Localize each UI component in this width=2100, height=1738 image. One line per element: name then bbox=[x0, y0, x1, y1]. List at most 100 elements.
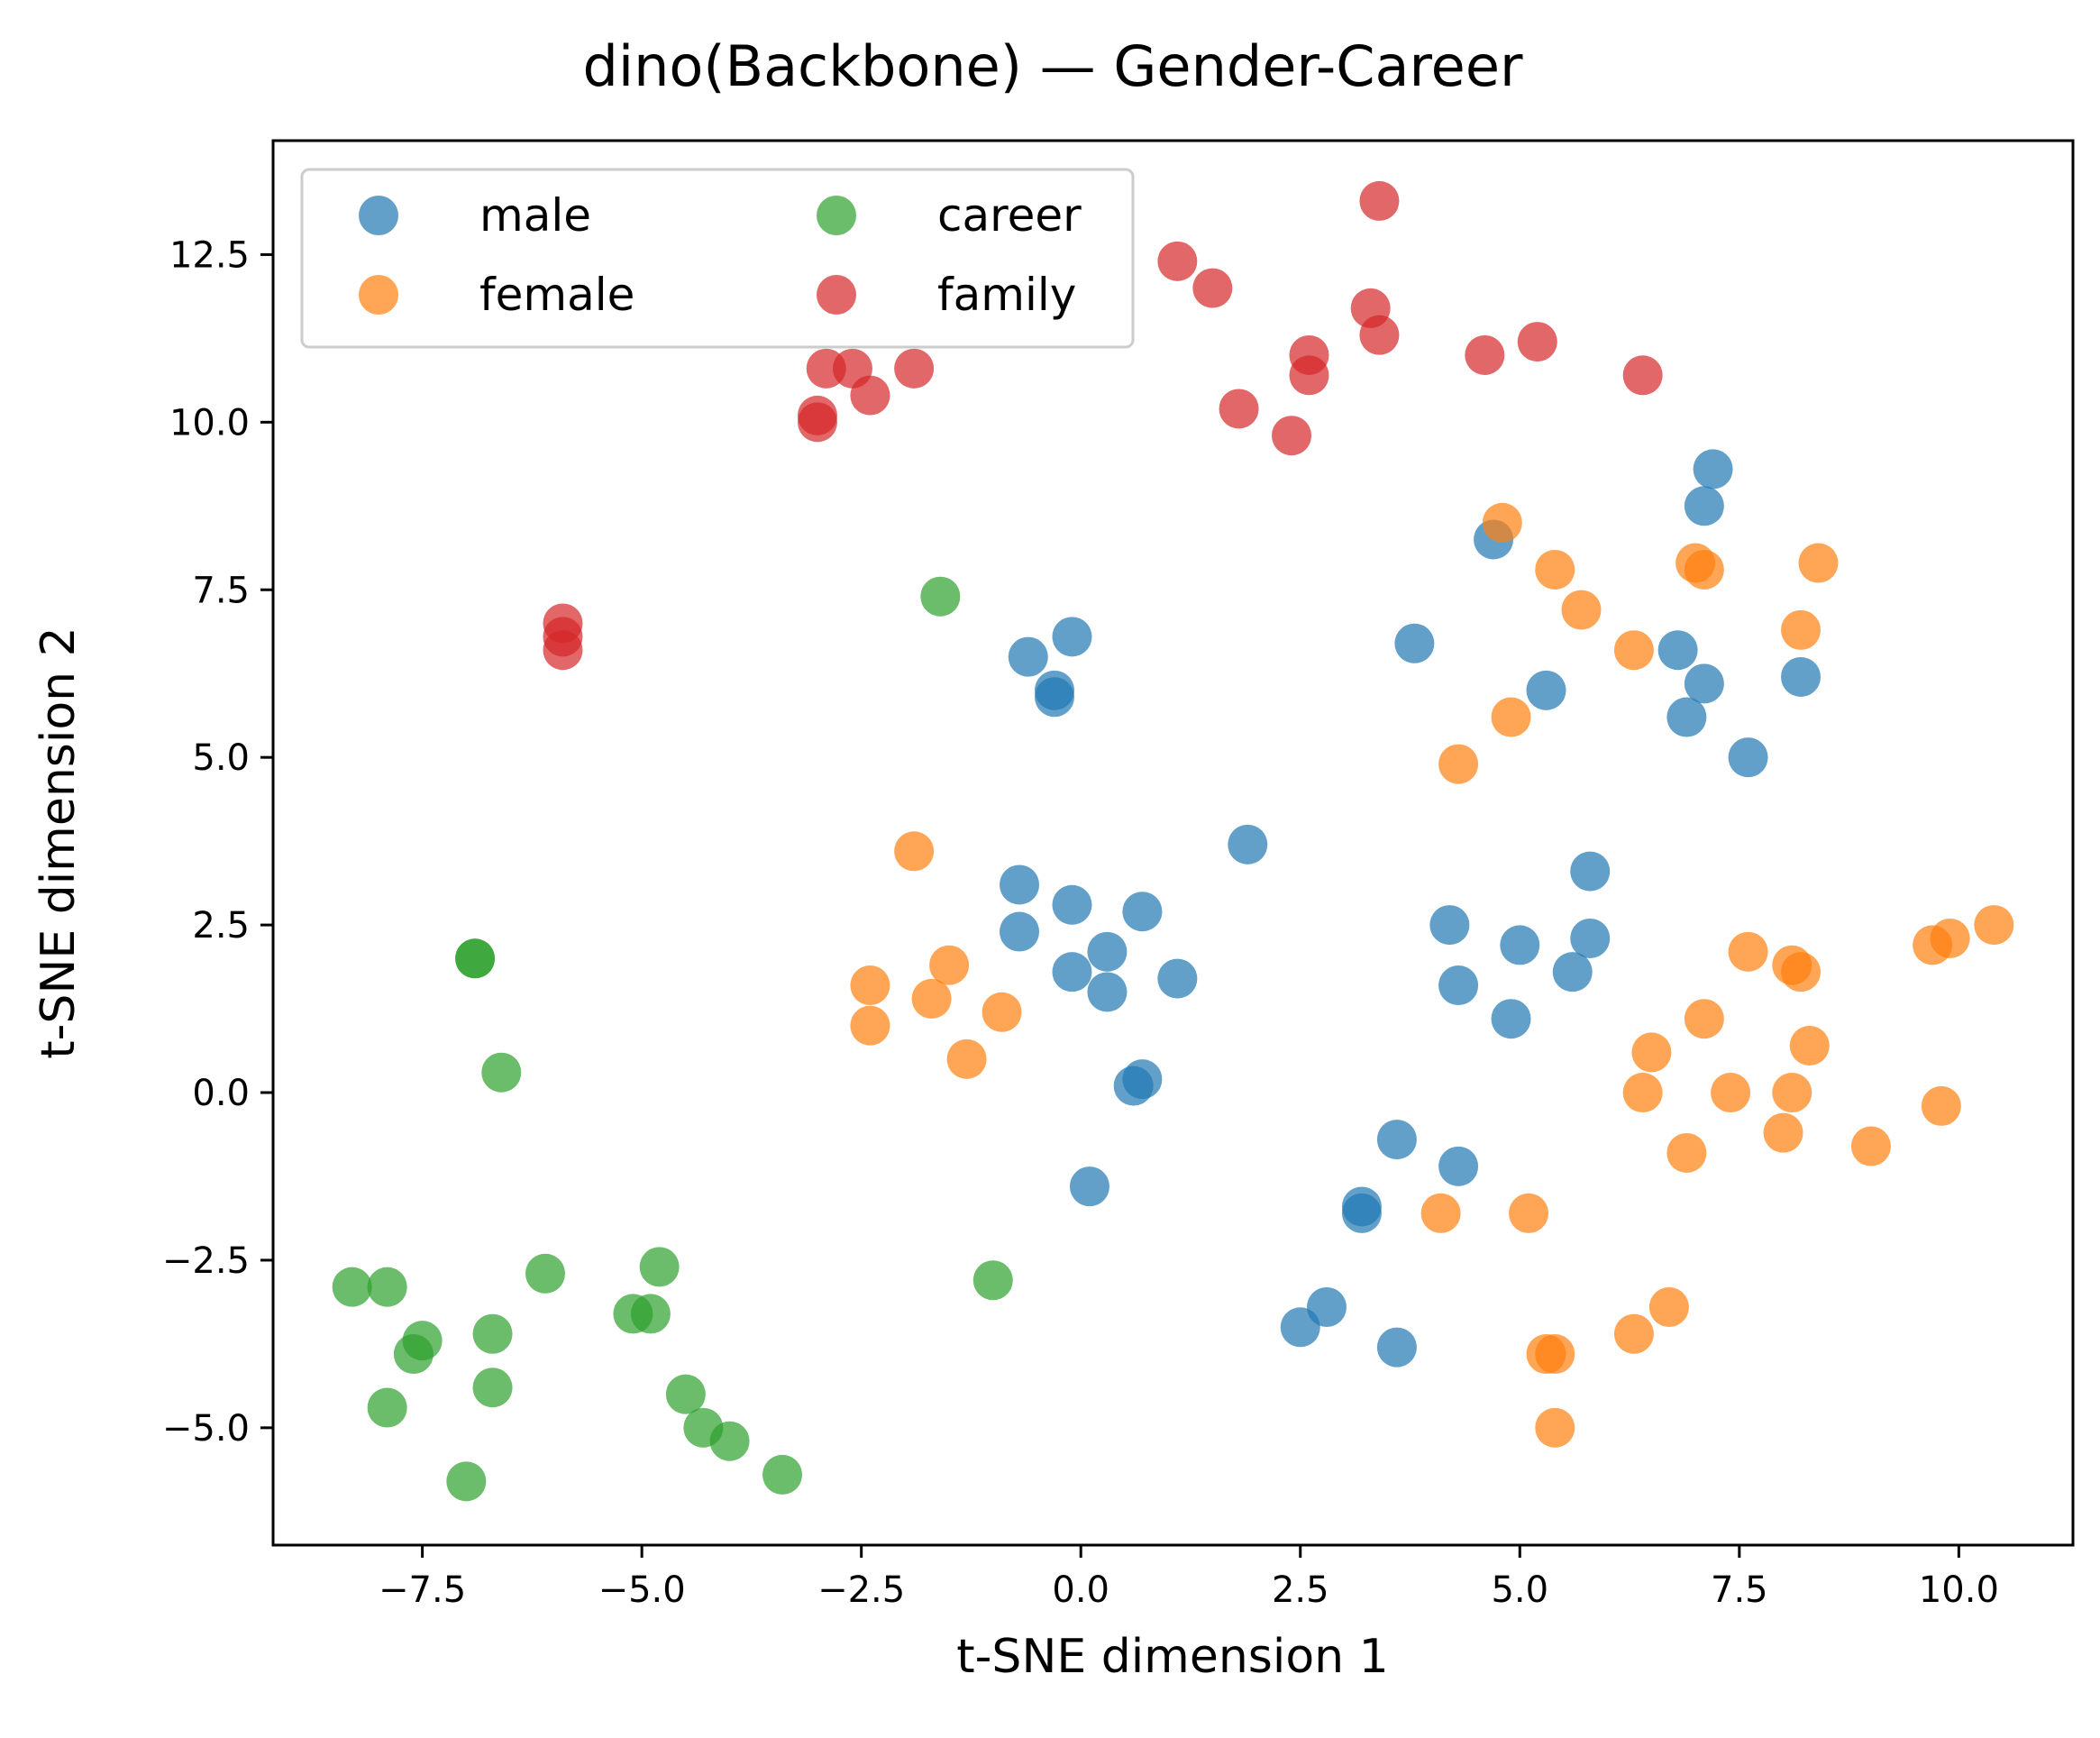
x-tick-label: −2.5 bbox=[817, 1569, 905, 1611]
point-female-16 bbox=[946, 1038, 987, 1079]
point-career-7 bbox=[332, 1267, 372, 1307]
point-male-11 bbox=[1666, 697, 1707, 737]
point-male-25 bbox=[1500, 925, 1540, 965]
point-male-15 bbox=[1570, 851, 1611, 892]
point-male-13 bbox=[1728, 737, 1768, 778]
point-female-34 bbox=[1509, 1193, 1549, 1233]
legend-frame bbox=[300, 168, 1135, 349]
point-male-22 bbox=[1087, 972, 1128, 1012]
x-tick-label: −7.5 bbox=[379, 1569, 466, 1611]
point-male-8 bbox=[1526, 670, 1566, 710]
x-axis-label: t-SNE dimension 1 bbox=[956, 1630, 1388, 1684]
x-tick-label: 0.0 bbox=[1052, 1569, 1109, 1611]
point-male-9 bbox=[1657, 630, 1698, 671]
point-family-4 bbox=[1359, 315, 1400, 355]
plot-frame bbox=[271, 139, 2075, 1547]
point-career-11 bbox=[472, 1313, 513, 1354]
point-female-10 bbox=[894, 831, 935, 872]
point-male-28 bbox=[1438, 965, 1479, 1006]
legend-label-female: female bbox=[479, 269, 635, 321]
point-career-0 bbox=[920, 576, 961, 617]
point-female-6 bbox=[1781, 609, 1822, 650]
point-male-32 bbox=[1069, 1166, 1109, 1207]
point-female-24 bbox=[1631, 1032, 1672, 1073]
point-career-10 bbox=[630, 1294, 671, 1334]
point-male-26 bbox=[1570, 918, 1611, 958]
point-male-3 bbox=[1052, 617, 1092, 657]
point-female-35 bbox=[1648, 1286, 1689, 1327]
point-female-22 bbox=[1974, 905, 2014, 946]
point-male-12 bbox=[1781, 656, 1822, 697]
legend-marker-female bbox=[359, 275, 398, 315]
point-male-16 bbox=[1000, 864, 1040, 905]
point-female-27 bbox=[1711, 1073, 1751, 1113]
x-tick-label: 7.5 bbox=[1711, 1569, 1768, 1611]
point-career-20 bbox=[446, 1461, 487, 1502]
point-male-1 bbox=[1684, 486, 1724, 526]
point-family-8 bbox=[1517, 322, 1557, 362]
point-male-23 bbox=[1157, 958, 1198, 999]
point-male-27 bbox=[1552, 952, 1593, 992]
point-female-25 bbox=[1789, 1025, 1830, 1066]
point-female-8 bbox=[1491, 697, 1531, 737]
point-male-21 bbox=[1052, 952, 1092, 992]
point-female-9 bbox=[1438, 744, 1479, 784]
legend-items: male female career family bbox=[359, 189, 1082, 321]
y-tick-label: 0.0 bbox=[192, 1073, 250, 1114]
point-career-16 bbox=[665, 1374, 706, 1414]
point-female-5 bbox=[1798, 543, 1839, 583]
point-career-19 bbox=[762, 1454, 803, 1495]
point-female-38 bbox=[1535, 1334, 1575, 1375]
point-female-2 bbox=[1561, 590, 1602, 630]
point-family-2 bbox=[1192, 268, 1233, 308]
point-female-29 bbox=[1921, 1085, 1961, 1126]
point-career-13 bbox=[393, 1334, 434, 1375]
point-male-10 bbox=[1684, 663, 1724, 704]
x-axis: −7.5 −5.0 −2.5 0.0 2.5 5.0 7.5 10.0 bbox=[379, 1545, 1999, 1611]
point-family-10 bbox=[1219, 389, 1259, 429]
y-axis: −5.0 −2.5 0.0 2.5 5.0 7.5 10.0 12.5 bbox=[162, 234, 273, 1450]
point-male-17 bbox=[1052, 884, 1092, 925]
point-career-8 bbox=[367, 1267, 407, 1307]
y-axis-label: t-SNE dimension 2 bbox=[32, 627, 86, 1058]
point-family-11 bbox=[1272, 416, 1312, 456]
point-female-17 bbox=[1728, 931, 1768, 972]
x-tick-label: 2.5 bbox=[1272, 1569, 1329, 1611]
point-female-21 bbox=[1930, 918, 1970, 958]
point-male-7 bbox=[1394, 623, 1435, 663]
x-tick-label: 10.0 bbox=[1919, 1569, 1999, 1611]
x-tick-label: 5.0 bbox=[1491, 1569, 1548, 1611]
point-male-18 bbox=[1122, 892, 1163, 932]
plot-points bbox=[332, 180, 2014, 1502]
point-family-20 bbox=[543, 630, 583, 671]
y-tick-label: −5.0 bbox=[162, 1408, 250, 1450]
point-male-31 bbox=[1113, 1066, 1154, 1106]
x-tick-label: −5.0 bbox=[598, 1569, 686, 1611]
point-female-15 bbox=[850, 1005, 890, 1046]
legend-marker-family bbox=[817, 275, 856, 315]
point-female-23 bbox=[1684, 999, 1724, 1039]
point-family-9 bbox=[1622, 355, 1663, 396]
point-female-12 bbox=[929, 945, 970, 985]
point-female-14 bbox=[982, 992, 1022, 1032]
point-female-7 bbox=[1613, 630, 1654, 671]
point-career-18 bbox=[709, 1421, 750, 1461]
point-male-0 bbox=[1693, 449, 1733, 489]
point-family-0 bbox=[1359, 180, 1400, 221]
point-female-28 bbox=[1772, 1073, 1812, 1113]
legend-label-career: career bbox=[937, 189, 1082, 242]
point-family-6 bbox=[1289, 355, 1329, 396]
point-career-2 bbox=[455, 938, 496, 979]
point-family-15 bbox=[850, 375, 890, 416]
point-male-14 bbox=[1228, 824, 1268, 864]
y-tick-label: −2.5 bbox=[162, 1240, 250, 1282]
legend-marker-male bbox=[359, 196, 398, 235]
point-family-1 bbox=[1157, 241, 1198, 281]
y-tick-label: 10.0 bbox=[169, 402, 250, 444]
legend-label-family: family bbox=[937, 269, 1076, 321]
point-female-26 bbox=[1622, 1073, 1663, 1113]
y-tick-label: 12.5 bbox=[169, 234, 250, 276]
point-male-34 bbox=[1438, 1146, 1479, 1186]
point-career-15 bbox=[367, 1387, 407, 1428]
